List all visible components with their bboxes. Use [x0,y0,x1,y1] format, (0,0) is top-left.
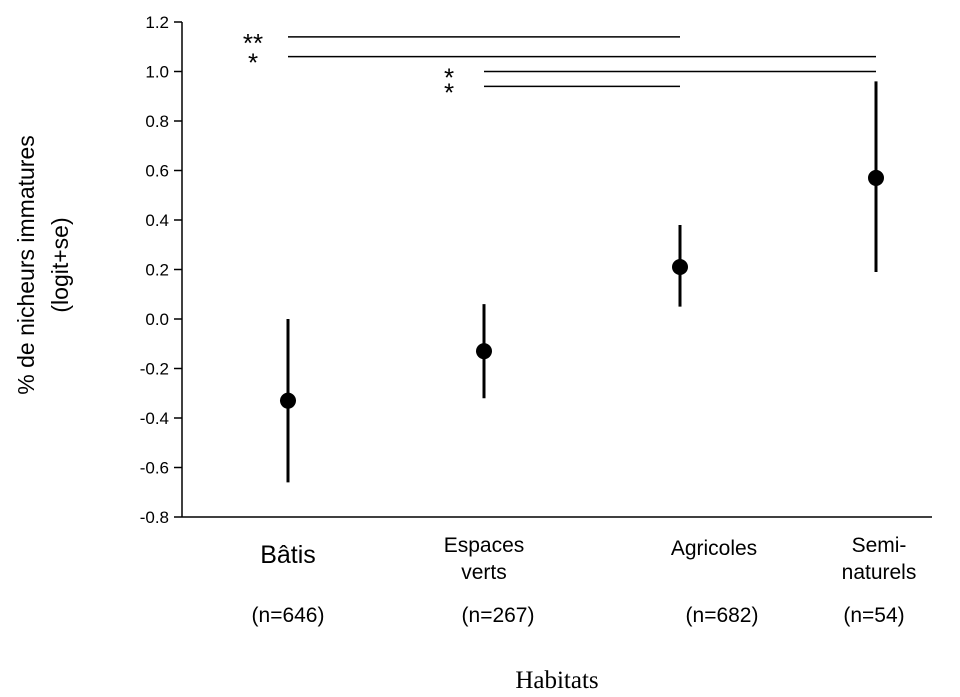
significance-star: * [248,48,258,78]
x-category-n-label: (n=682) [686,604,759,627]
data-point [672,259,688,276]
x-category-label: Espaces [444,534,525,557]
y-axis-label: % de nicheurs immatures (logit+se) [13,135,73,395]
data-point [868,169,884,186]
y-tick-label: -0.6 [140,459,169,478]
x-category-n-label: (n=54) [843,604,904,627]
x-category-label: Semi- [852,534,907,557]
significance-star: * [444,63,454,93]
y-ticks: -0.8 -0.6 -0.4 -0.2 0.0 0.2 0.4 0.6 0.8 1.0 1.2 [140,13,182,527]
y-axis-label-line: (logit+se) [47,217,73,312]
y-tick-label: 1.0 [145,63,169,82]
x-category-label: Agricoles [671,537,757,560]
x-category-label: verts [461,561,507,584]
y-tick-label: 0.4 [145,211,169,230]
significance-star: ** [243,28,263,58]
data-points [280,81,884,483]
x-category-n-label: (n=646) [252,604,325,627]
y-axis-label-line: % de nicheurs immatures [13,135,39,395]
significance-brackets: *** ** [243,28,876,107]
y-tick-label: 0.0 [145,310,169,329]
x-category-n-label: (n=267) [462,604,535,627]
x-category-label: Bâtis [260,541,316,569]
y-tick-label: -0.2 [140,360,169,379]
x-category-labels: Bâtis (n=646) Espaces verts (n=267) Agricoles… [252,534,917,627]
y-tick-label: -0.8 [140,508,169,527]
x-axis-label: Habitats [515,667,598,694]
data-point [280,392,296,409]
x-category-label: naturels [842,561,917,584]
y-tick-label: 0.6 [145,162,169,181]
significance-star: * [444,77,454,107]
y-tick-label: -0.4 [140,409,169,428]
y-tick-label: 0.8 [145,112,169,131]
y-tick-label: 1.2 [145,13,169,32]
y-tick-label: 0.2 [145,261,169,280]
data-point [476,343,492,360]
